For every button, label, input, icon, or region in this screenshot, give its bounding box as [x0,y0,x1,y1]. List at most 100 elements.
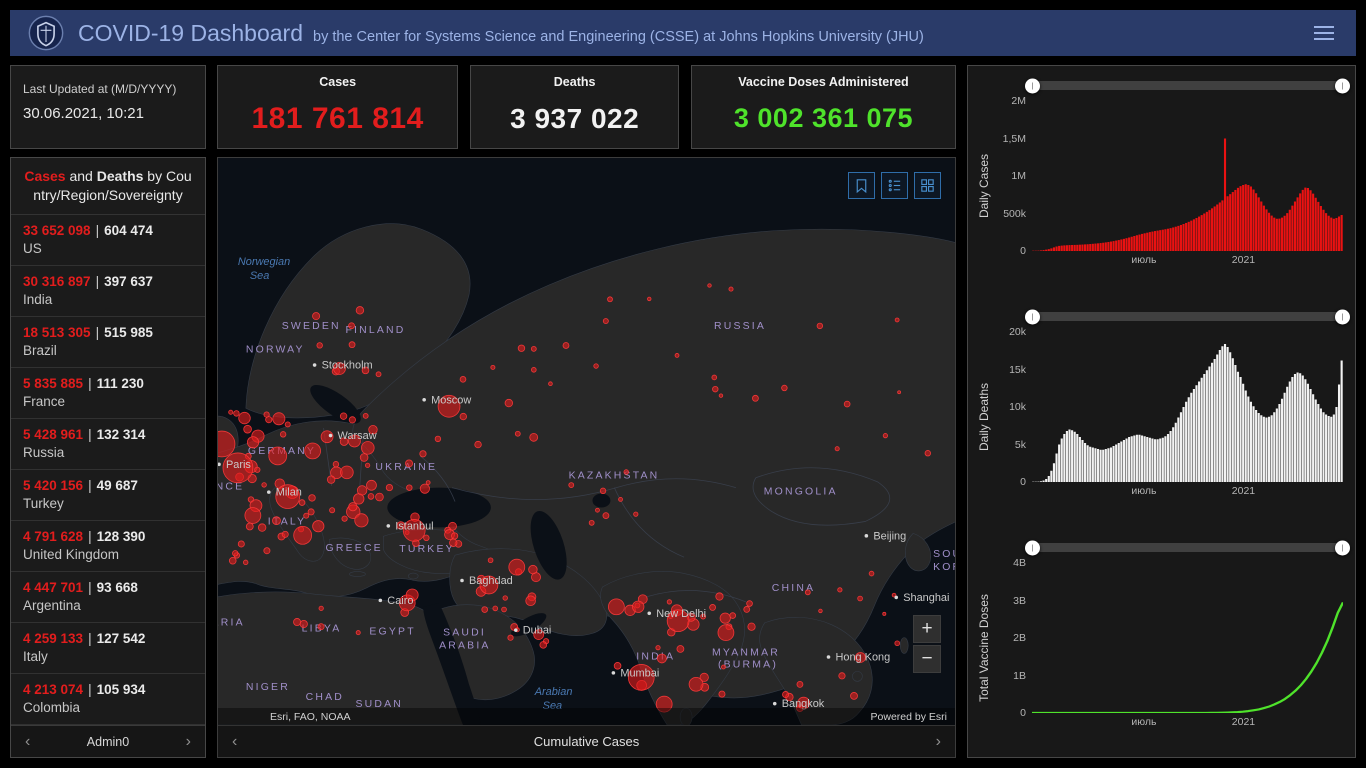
case-marker[interactable] [238,411,251,425]
slider-handle-right[interactable] [1335,309,1350,324]
case-marker[interactable] [608,598,625,616]
case-marker[interactable] [818,608,823,614]
case-marker[interactable] [623,469,629,475]
country-row[interactable]: 5 420 156 | 49 687 Turkey [11,470,205,521]
case-marker[interactable] [508,558,526,576]
case-marker[interactable] [332,461,340,468]
slider-handle-right[interactable] [1335,540,1350,555]
case-marker[interactable] [263,411,270,418]
case-marker[interactable] [700,613,707,620]
case-marker[interactable] [242,559,249,566]
case-marker[interactable] [599,487,607,495]
case-marker[interactable] [245,522,254,531]
case-marker[interactable] [356,485,368,496]
country-row[interactable]: 5 835 885 | 111 230 France [11,368,205,419]
case-marker[interactable] [712,385,719,393]
case-marker[interactable] [568,482,575,488]
case-marker[interactable] [419,450,427,458]
case-marker[interactable] [894,640,901,647]
legend-button[interactable] [881,172,908,199]
case-marker[interactable] [354,513,369,528]
case-marker[interactable] [348,502,358,512]
case-marker[interactable] [882,433,888,439]
case-marker[interactable] [361,366,370,375]
case-marker[interactable] [272,412,286,426]
case-marker[interactable] [855,652,866,663]
case-marker[interactable] [857,595,863,602]
case-marker[interactable] [709,604,716,611]
case-marker[interactable] [405,459,414,468]
slider-track[interactable] [1025,309,1350,324]
case-marker[interactable] [299,619,308,629]
case-marker[interactable] [752,394,759,402]
case-marker[interactable] [479,575,499,595]
case-marker[interactable] [894,317,900,323]
case-marker[interactable] [717,624,735,641]
case-marker[interactable] [897,390,902,395]
case-marker[interactable] [434,435,442,443]
case-marker[interactable] [308,494,316,502]
slider-handle-left[interactable] [1025,540,1040,555]
case-marker[interactable] [531,367,537,373]
case-marker[interactable] [355,630,361,636]
case-marker[interactable] [882,611,887,616]
case-marker[interactable] [318,605,324,611]
case-marker[interactable] [613,662,622,670]
case-marker[interactable] [348,322,355,330]
case-marker[interactable] [743,606,751,613]
slider-handle-left[interactable] [1025,78,1040,93]
case-marker[interactable] [368,425,378,435]
case-marker[interactable] [502,595,508,601]
case-marker[interactable] [312,520,325,533]
country-row[interactable]: 4 447 701 | 93 668 Argentina [11,572,205,623]
country-row[interactable]: 4 791 628 | 128 390 United Kingdom [11,521,205,572]
case-marker[interactable] [781,384,788,392]
case-marker[interactable] [711,374,718,381]
case-marker[interactable] [718,393,724,398]
case-marker[interactable] [655,645,661,651]
case-marker[interactable] [804,589,811,596]
pager-next-icon[interactable]: › [185,732,191,750]
case-marker[interactable] [816,322,824,330]
case-marker[interactable] [244,507,262,524]
case-marker[interactable] [562,342,570,349]
menu-icon[interactable] [1310,18,1338,48]
case-marker[interactable] [333,362,346,375]
case-marker[interactable] [459,376,467,383]
case-marker[interactable] [797,696,810,710]
zoom-out-button[interactable]: − [913,645,941,673]
case-marker[interactable] [268,446,288,466]
case-marker[interactable] [843,400,851,408]
case-marker[interactable] [850,692,858,700]
case-marker[interactable] [348,416,356,424]
case-marker[interactable] [891,592,897,598]
case-marker[interactable] [588,519,595,526]
country-row[interactable]: 18 513 305 | 515 985 Brazil [11,317,205,368]
case-marker[interactable] [451,532,459,540]
pager-prev-icon[interactable]: ‹ [25,732,31,750]
basemap-button[interactable] [914,172,941,199]
case-marker[interactable] [746,600,753,607]
time-range-slider[interactable] [1025,309,1350,324]
case-marker[interactable] [834,446,840,452]
case-marker[interactable] [924,450,931,457]
case-marker[interactable] [666,609,690,633]
bookmarks-button[interactable] [848,172,875,199]
country-row[interactable]: 5 428 961 | 132 314 Russia [11,419,205,470]
case-marker[interactable] [525,595,536,607]
country-row[interactable]: 4 213 074 | 105 934 Colombia [11,674,205,725]
map-footer-next-icon[interactable]: › [935,732,941,750]
case-marker[interactable] [329,507,336,514]
case-marker[interactable] [595,507,600,513]
case-marker[interactable] [365,462,371,468]
case-marker[interactable] [699,672,709,682]
case-marker[interactable] [481,606,489,613]
case-marker[interactable] [375,492,384,502]
case-marker[interactable] [747,622,756,631]
case-marker[interactable] [359,453,369,462]
case-marker[interactable] [293,618,302,626]
case-marker[interactable] [796,681,804,688]
case-marker[interactable] [657,653,667,664]
case-marker[interactable] [298,499,306,506]
case-marker[interactable] [514,430,521,437]
